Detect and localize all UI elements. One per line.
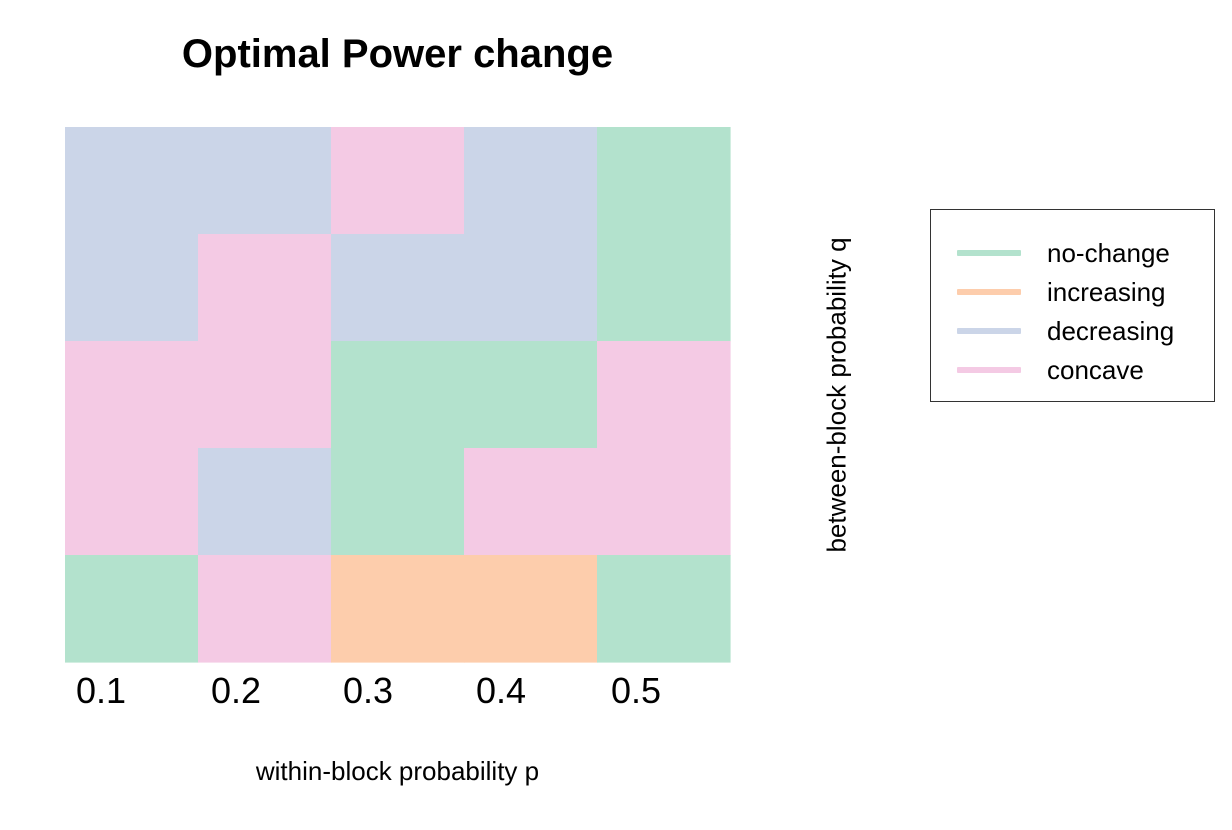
legend-swatch xyxy=(957,288,1021,295)
x-tick-label: 0.3 xyxy=(343,670,393,711)
x-tick-label: 0.4 xyxy=(476,670,526,711)
heatmap-cell-decreasing xyxy=(198,448,332,556)
chart-title: Optimal Power change xyxy=(181,32,614,76)
heatmap-cell-no-change xyxy=(331,448,465,556)
x-tick-labels: 0.1 0.2 0.3 0.4 0.5 xyxy=(76,670,661,711)
heatmap-cell-decreasing xyxy=(331,234,465,342)
heatmap-cell-concave xyxy=(597,448,731,556)
heatmap-cell-no-change xyxy=(65,555,199,663)
heatmap-cell-increasing xyxy=(464,555,598,663)
legend-label: no-change xyxy=(1047,237,1170,268)
legend-item: concave xyxy=(931,350,1214,389)
legend-label: decreasing xyxy=(1047,315,1175,346)
heatmap-cell-concave xyxy=(464,448,598,556)
heatmap-cell-decreasing xyxy=(464,127,598,235)
heatmap-cells xyxy=(65,127,731,663)
legend-label: concave xyxy=(1047,354,1144,385)
legend-swatch xyxy=(957,249,1021,256)
heatmap-cell-decreasing xyxy=(65,234,199,342)
x-tick-label: 0.5 xyxy=(611,670,661,711)
heatmap-cell-increasing xyxy=(331,555,465,663)
heatmap-cell-concave xyxy=(198,234,332,342)
y-axis-label: between-block probability q xyxy=(821,237,852,553)
heatmap-cell-decreasing xyxy=(464,234,598,342)
x-tick-label: 0.1 xyxy=(76,670,126,711)
heatmap-cell-no-change xyxy=(464,341,598,449)
legend: no-change increasing decreasing concave xyxy=(930,209,1215,402)
legend-label: increasing xyxy=(1047,276,1166,307)
heatmap-cell-decreasing xyxy=(198,127,332,235)
heatmap-cell-no-change xyxy=(597,555,731,663)
legend-swatch xyxy=(957,366,1021,373)
heatmap-cell-no-change xyxy=(597,234,731,342)
legend-item: decreasing xyxy=(931,311,1214,350)
heatmap-cell-concave xyxy=(198,555,332,663)
legend-item: increasing xyxy=(931,272,1214,311)
heatmap-cell-concave xyxy=(65,341,199,449)
heatmap-cell-no-change xyxy=(331,341,465,449)
heatmap-cell-no-change xyxy=(597,127,731,235)
heatmap-cell-concave xyxy=(331,127,465,235)
legend-swatch xyxy=(957,327,1021,334)
legend-item: no-change xyxy=(931,233,1214,272)
heatmap-cell-concave xyxy=(65,448,199,556)
heatmap-cell-concave xyxy=(597,341,731,449)
heatmap-cell-concave xyxy=(198,341,332,449)
x-tick-label: 0.2 xyxy=(211,670,261,711)
heatmap-cell-decreasing xyxy=(65,127,199,235)
x-axis-label: within-block probability p xyxy=(255,756,540,786)
